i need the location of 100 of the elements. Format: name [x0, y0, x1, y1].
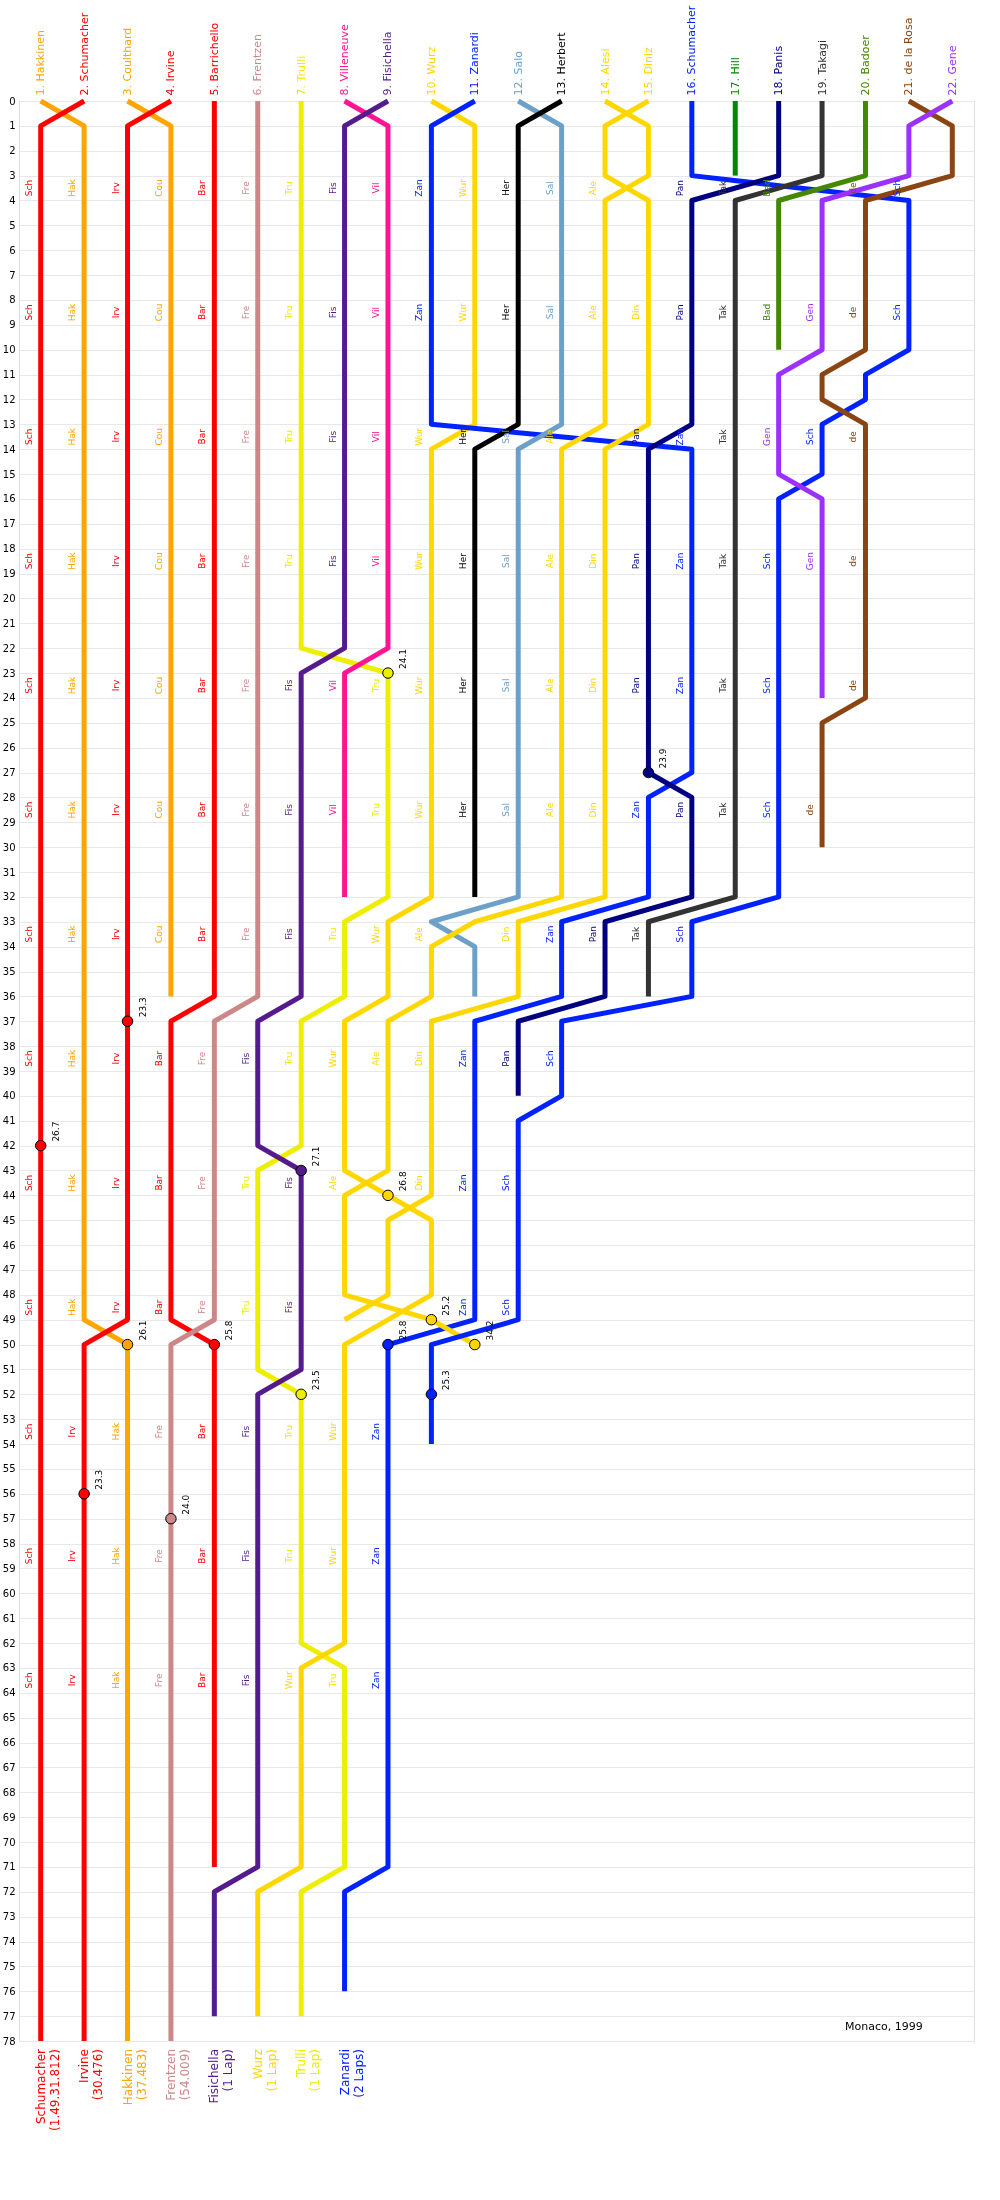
y-tick-label: 74 [2, 1936, 16, 1948]
y-tick-label: 21 [2, 617, 16, 629]
y-tick-label: 27 [2, 767, 16, 779]
annotation: Bar [153, 1050, 164, 1067]
y-tick-label: 6 [9, 244, 16, 256]
annotation: 26.1 [137, 1320, 148, 1341]
point [295, 1164, 307, 1177]
annotation: Irv [110, 1052, 121, 1065]
y-tick-label: 60 [2, 1587, 16, 1599]
annotation: Ale [544, 429, 555, 444]
annotation: Tru [240, 1176, 251, 1191]
annotation: Tru [284, 429, 295, 445]
y-tick-label: 5 [9, 219, 16, 231]
annotation: Fis [284, 803, 295, 816]
y-tick-label: 3 [9, 170, 16, 182]
annotation: Tru [327, 1673, 338, 1689]
x-tick-label: 10. Wurz [424, 46, 438, 96]
y-tick-label: 57 [2, 1513, 16, 1525]
annotation: Sal [501, 678, 512, 693]
y-tick-label: 56 [2, 1488, 16, 1500]
annotation: Bar [197, 304, 208, 321]
annotation: Wur [414, 551, 425, 571]
y-tick-label: 8 [9, 294, 16, 306]
annotation: Cou [153, 179, 164, 197]
y-tick-label: 22 [2, 642, 16, 654]
y-tick-label: 20 [2, 592, 16, 604]
annotation: Gen [761, 427, 772, 446]
annotation: Hak [67, 1173, 78, 1192]
annotation: Zan [674, 552, 685, 570]
y-tick-label: 63 [2, 1662, 16, 1674]
annotation: Irv [110, 1300, 121, 1314]
annotation: Pan [501, 1050, 512, 1067]
annotation: Ale [588, 180, 599, 196]
x-tick-label: 5. Barrichello [207, 22, 221, 96]
y-tick-label: 28 [2, 791, 16, 803]
annotation: Tru [284, 181, 295, 196]
x-tick-label: 12. Salo [511, 50, 525, 96]
annotation: Gen [805, 303, 816, 322]
annotation: Sch [23, 428, 34, 445]
x-tick-label: 9. Fisichella [381, 31, 395, 96]
annotation: Hak [67, 800, 78, 819]
annotation: Wur [414, 800, 425, 819]
annotation: Sch [501, 1174, 512, 1192]
y-tick-label: 77 [2, 2010, 16, 2022]
annotation: Bar [197, 677, 208, 694]
y-tick-label: 75 [2, 1960, 16, 1972]
annotation: Cou [153, 428, 164, 446]
annotation: Fre [153, 1424, 164, 1439]
y-tick-label: 39 [2, 1065, 16, 1077]
annotation: Wur [327, 1546, 338, 1565]
y-tick-label: 23 [2, 667, 16, 679]
annotation: Cou [153, 801, 164, 819]
annotation: Hak [67, 178, 78, 197]
annotation: Pan [588, 926, 599, 943]
annotation: Ale [370, 1051, 381, 1066]
annotation: Vil [327, 680, 338, 691]
annotation: Bar [197, 428, 208, 445]
annotation: Irv [110, 803, 121, 816]
annotation: Sch [23, 1050, 34, 1067]
annotation: Tru [240, 1300, 251, 1316]
annotation: Cou [153, 925, 164, 943]
annotation: Irv [110, 927, 121, 941]
point [425, 1388, 438, 1401]
annotation: Tak [718, 304, 729, 321]
y-tick-label: 0 [9, 95, 16, 107]
annotation: Irv [110, 305, 121, 319]
annotation: Sch [23, 1299, 34, 1316]
annotation: Irv [67, 1549, 78, 1562]
annotation: Fis [240, 1549, 251, 1562]
annotation: Fre [240, 802, 251, 817]
annotation: Bar [197, 553, 208, 569]
y-tick-label: 14 [2, 443, 16, 455]
y-tick-label: 78 [2, 2035, 16, 2047]
y-tick-label: 66 [2, 1737, 16, 1749]
text: Wurz (1 Lap) [250, 2049, 279, 2092]
text: Frentzen (54.009) [163, 2049, 192, 2101]
annotation: Tru [284, 305, 295, 321]
y-tick-label: 38 [2, 1040, 16, 1052]
annotation: Fis [240, 1674, 251, 1687]
x-tick-label: 22. Gene [945, 45, 959, 96]
y-tick-label: 10 [2, 344, 16, 356]
annotation: Bad [761, 303, 772, 322]
annotation: Fre [240, 678, 251, 693]
annotation: Wur [457, 178, 468, 198]
x-tick-label: 14. Alesi [598, 48, 612, 96]
annotation: Zan [544, 925, 555, 943]
annotation: Sch [674, 926, 685, 943]
point [469, 1338, 481, 1351]
x-tick-label: 11. Zanardi [468, 32, 482, 96]
annotation: Tak [718, 428, 729, 446]
y-tick-label: 46 [2, 1239, 16, 1251]
annotation: Bar [197, 180, 208, 196]
point [78, 1488, 90, 1500]
annotation: Hak [67, 1049, 78, 1068]
annotation: Fis [240, 1052, 251, 1065]
annotation: Hak [110, 1546, 121, 1565]
annotation: Sch [23, 1423, 34, 1440]
y-tick-label: 47 [2, 1264, 16, 1276]
y-tick-label: 1 [9, 120, 16, 132]
point [165, 1512, 177, 1525]
